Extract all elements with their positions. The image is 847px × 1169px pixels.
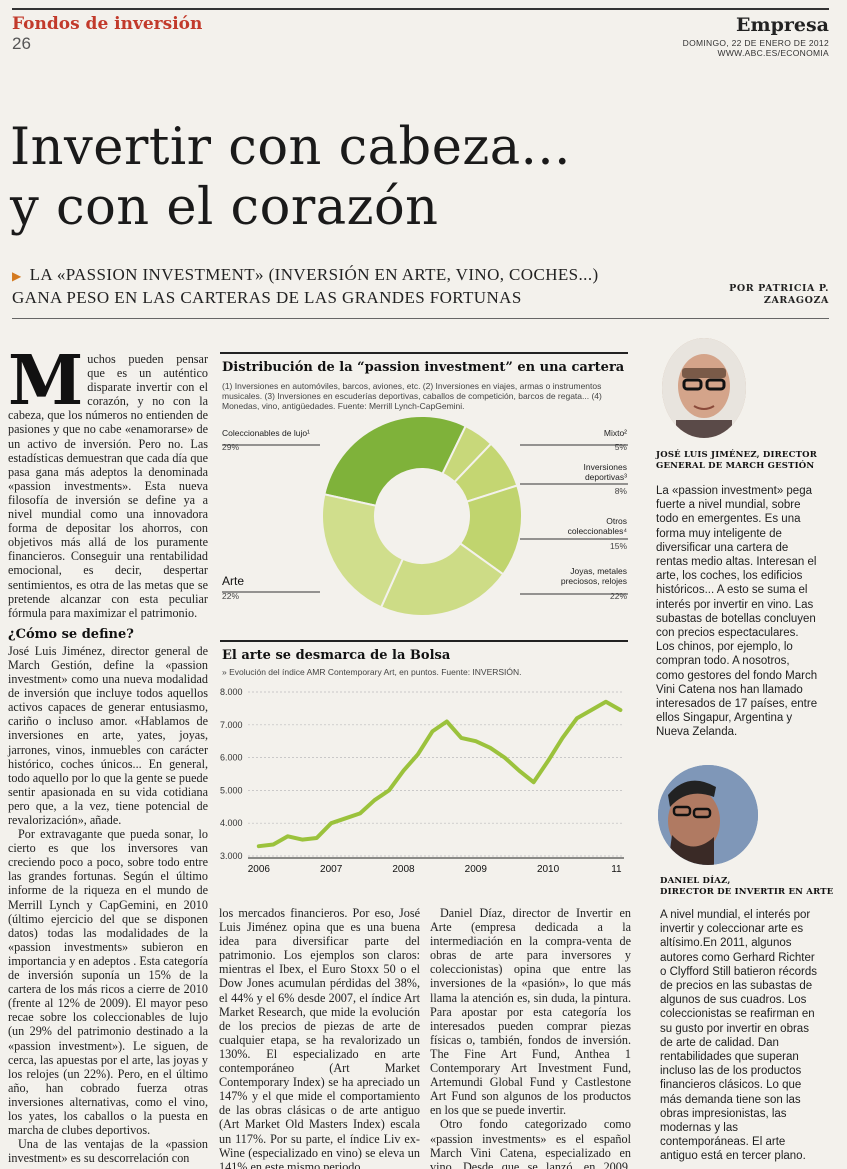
person1-name-line-2: GENERAL DE MARCH GESTIÓN	[656, 461, 815, 471]
date: DOMINGO, 22 DE ENERO DE 2012	[682, 38, 829, 48]
label-otros-1: Otros	[606, 516, 627, 526]
person2-name-line-1: DANIEL DÍAZ,	[660, 876, 731, 886]
label-joyas-2: preciosos, relojes	[560, 576, 627, 586]
article-column-2: los mercados financieros. Por eso, José …	[219, 906, 420, 1169]
x-tick-label: 2007	[320, 864, 343, 875]
headline-line-1: Invertir con cabeza...	[10, 118, 571, 177]
person2-name: DANIEL DÍAZ, DIRECTOR DE INVERTIR EN ART…	[660, 876, 835, 898]
y-tick-label: 6.000	[220, 753, 243, 763]
pct-arte: 22%	[222, 591, 240, 601]
person1-name: JOSÉ LUIS JIMÉNEZ, DIRECTOR GENERAL DE M…	[656, 450, 831, 472]
donut-slice-6	[321, 493, 405, 609]
byline-line-1: POR PATRICIA P.	[729, 283, 829, 294]
top-rule	[12, 8, 829, 10]
donut-slice-5	[379, 542, 505, 617]
dropcap: M	[8, 341, 84, 421]
section-right: Empresa	[736, 14, 829, 36]
url: WWW.ABC.ES/ECONOMIA	[717, 48, 829, 58]
y-tick-label: 5.000	[220, 785, 243, 795]
label-deportivas-2: deportivas³	[584, 472, 627, 482]
portrait-icon	[658, 765, 758, 865]
x-tick-label: 2008	[392, 864, 415, 875]
y-tick-label: 8.000	[220, 687, 243, 697]
lead-text: uchos pueden pensar que es un auténtico …	[8, 352, 208, 620]
label-joyas: Joyas, metales preciosos, relojes	[561, 566, 627, 586]
person2-name-line-2: DIRECTOR DE INVERTIR EN ARTE	[660, 887, 834, 897]
paragraph: Daniel Díaz, director de Invertir en Art…	[430, 906, 631, 1118]
subhead: ▶ LA «PASSION INVESTMENT» (INVERSIÓN EN A…	[12, 264, 632, 309]
x-tick-label: 2010	[537, 864, 560, 875]
paragraph: Por extravagante que pueda sonar, lo cie…	[8, 827, 208, 1138]
line-chart-subtitle: » Evolución del índice AMR Contemporary …	[222, 667, 522, 677]
paragraph: Otro fondo categorizado como «passion in…	[430, 1117, 631, 1169]
paragraph: los mercados financieros. Por eso, José …	[219, 906, 420, 1169]
line-chart: 3.000 4.000 5.000 6.000 7.000 8.000 2006 2007 2…	[220, 687, 624, 875]
article-column-3: Daniel Díaz, director de Invertir en Art…	[430, 906, 631, 1169]
y-tick-label: 4.000	[220, 818, 243, 828]
headline-line-2: y con el corazón	[10, 178, 439, 237]
pct-otros: 15%	[609, 541, 627, 551]
subhead-text: LA «PASSION INVESTMENT» (INVERSIÓN EN AR…	[12, 265, 599, 307]
paragraph: José Luis Jiménez, director general de M…	[8, 643, 208, 827]
person1-quote: La «passion investment» pega fuerte a ni…	[656, 485, 818, 739]
person2-quote: A nivel mundial, el interés por invertir…	[660, 909, 818, 1163]
label-joyas-1: Joyas, metales	[570, 566, 627, 576]
x-tick-label: 11	[611, 864, 622, 875]
label-deportivas: Inversiones deportivas³	[584, 462, 627, 482]
byline-line-2: ZARAGOZA	[763, 295, 829, 306]
y-tick-label: 7.000	[220, 720, 243, 730]
dateline: DOMINGO, 22 DE ENERO DE 2012 WWW.ABC.ES/…	[683, 38, 829, 58]
portrait-icon	[662, 338, 746, 438]
label-otros-2: coleccionables⁴	[567, 526, 627, 536]
person1-name-line-1: JOSÉ LUIS JIMÉNEZ, DIRECTOR	[656, 450, 817, 460]
label-mixto: Mixto²	[603, 428, 627, 438]
section-name: Fondos de inversión	[12, 14, 203, 34]
label-deportivas-1: Inversiones	[583, 462, 627, 472]
line-top-rule	[220, 640, 628, 642]
pct-coleccionables: 29%	[222, 442, 240, 452]
headline: Invertir con cabeza... y con el corazón	[10, 118, 571, 238]
donut-slices	[321, 415, 523, 617]
avatar-jose-luis-jimenez	[662, 338, 746, 438]
paragraph: Una de las ventajas de la «passion inves…	[8, 1137, 208, 1166]
donut-slice-1	[323, 415, 468, 507]
pct-mixto: 5%	[614, 442, 627, 452]
label-arte: Arte	[222, 574, 245, 588]
subheading-definition: ¿Cómo se define?	[8, 626, 134, 642]
headline-rule	[12, 318, 829, 319]
line-chart-title: El arte se desmarca de la Bolsa	[222, 648, 451, 663]
y-tick-label: 3.000	[220, 851, 243, 861]
page-number: 26	[12, 34, 31, 53]
pct-deportivas: 8%	[614, 486, 627, 496]
byline: POR PATRICIA P. ZARAGOZA	[729, 283, 829, 307]
donut-subtitle: (1) Inversiones en automóviles, barcos, …	[222, 381, 602, 411]
donut-top-rule	[220, 352, 628, 354]
donut-chart	[222, 415, 628, 617]
label-otros: Otros coleccionables⁴	[568, 516, 627, 536]
avatar-daniel-diaz	[658, 765, 758, 865]
x-tick-label: 2006	[248, 864, 271, 875]
label-coleccionables: Coleccionables de lujo¹	[222, 428, 310, 438]
donut-title: Distribución de la “passion investment” …	[222, 360, 625, 375]
triangle-icon: ▶	[12, 269, 22, 283]
pct-joyas: 22%	[609, 591, 627, 601]
x-tick-label: 2009	[465, 864, 488, 875]
series-line	[256, 699, 623, 849]
